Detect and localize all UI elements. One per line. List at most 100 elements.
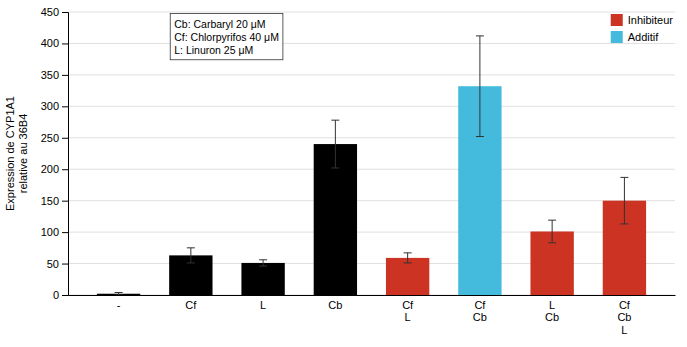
tick-label: 450	[41, 6, 59, 18]
tick: 300	[41, 100, 68, 112]
legend-label: Inhibiteur	[628, 14, 674, 26]
tick-mark	[62, 295, 68, 296]
legend-item: Inhibiteur	[611, 14, 674, 26]
error-bar	[115, 292, 123, 295]
annotation: Cb: Carbaryl 20 μMCf: Chlorpyrifos 40 μM…	[170, 14, 283, 60]
annotation-text: Cb: Carbaryl 20 μMCf: Chlorpyrifos 40 μM…	[174, 18, 279, 56]
error-bar	[548, 220, 556, 243]
grid	[68, 12, 675, 295]
annotation-line: Cf: Chlorpyrifos 40 μM	[174, 31, 279, 43]
tick: 250	[41, 132, 68, 144]
grid-line	[68, 169, 675, 170]
tick: 50	[47, 258, 68, 270]
axis-line	[69, 295, 676, 296]
y-axis-title: Expression de CYP1A1relative au 36B4	[4, 96, 29, 211]
annotation-line: L: Linuron 25 μM	[174, 44, 253, 56]
grid-line	[68, 200, 675, 201]
tick-label-line: Cf	[619, 299, 631, 311]
tick-label: CfL	[402, 299, 414, 324]
tick-mark	[62, 169, 68, 170]
tick-mark	[62, 201, 68, 202]
tick-label-line: Cb	[617, 311, 631, 323]
legend-swatch	[611, 31, 623, 43]
tick-label: L	[260, 299, 266, 311]
tick-label: 150	[41, 195, 59, 207]
tick-label: -	[117, 299, 121, 311]
tick-label-line: L	[549, 299, 555, 311]
grid-line	[68, 106, 675, 107]
y-axis-title-line: Expression de CYP1A1	[4, 96, 16, 211]
tick-mark	[62, 232, 68, 233]
tick-label: 300	[41, 100, 59, 112]
tick-mark	[62, 264, 68, 265]
axis-line	[62, 13, 69, 296]
annotation-line: Cb: Carbaryl 20 μM	[174, 18, 265, 30]
tick: 100	[41, 226, 68, 238]
grid-line	[68, 137, 675, 138]
y-axis: 0 50 100 150 200 250 300 350 400 450	[41, 6, 69, 301]
error-bar	[476, 36, 484, 137]
tick-label: 400	[41, 37, 59, 49]
grid-line	[68, 12, 675, 13]
tick-label-line: Cf	[474, 299, 486, 311]
tick-label: CfCb	[473, 299, 487, 324]
tick-label: LCb	[545, 299, 559, 324]
error-bar	[404, 253, 412, 263]
tick-label-line: Cb	[545, 311, 559, 323]
tick-label-line: L	[405, 311, 411, 323]
chart: 050100150200250300350400450-CfLCbCfLCfCb…	[0, 0, 687, 347]
grid-line	[68, 263, 675, 264]
error-bar	[331, 120, 339, 168]
tick: Cb	[328, 295, 342, 311]
tick-mark	[62, 12, 68, 13]
tick: 200	[41, 163, 68, 175]
tick: 150	[41, 195, 68, 207]
error-bar	[620, 177, 628, 224]
annotation-box	[170, 14, 283, 60]
tick-label: CfCbL	[617, 299, 631, 336]
tick-label-line: L	[621, 324, 627, 336]
grid-line	[68, 43, 675, 44]
tick-label: 200	[41, 163, 59, 175]
bar	[241, 263, 284, 295]
tick: 400	[41, 37, 68, 49]
marks	[97, 36, 646, 295]
tick: L	[260, 295, 266, 311]
tick: CfCbL	[617, 295, 631, 336]
legend-swatch	[611, 14, 623, 26]
tick: 0	[53, 289, 68, 301]
tick: CfCb	[473, 295, 487, 323]
tick: Cf	[185, 295, 197, 311]
grid-line	[68, 74, 675, 75]
tick-label: 100	[41, 226, 59, 238]
tick: 350	[41, 69, 68, 81]
tick-label: 250	[41, 132, 59, 144]
tick-label-line: Cf	[402, 299, 414, 311]
grid-line	[68, 295, 675, 296]
tick: LCb	[545, 295, 559, 323]
tick: CfL	[402, 295, 414, 323]
tick-label-line: Cf	[185, 299, 197, 311]
tick-label-line: L	[260, 299, 266, 311]
tick-label-line: Cb	[473, 311, 487, 323]
tick-label-line: -	[117, 299, 121, 311]
tick-label-line: Cb	[328, 299, 342, 311]
error-bar	[187, 248, 195, 263]
tick-mark	[62, 43, 68, 44]
grid-line	[68, 232, 675, 233]
bar	[386, 258, 429, 295]
tick-mark	[62, 138, 68, 139]
tick-mark	[62, 75, 68, 76]
plot: 050100150200250300350400450-CfLCbCfLCfCb…	[4, 6, 676, 336]
tick-mark	[62, 106, 68, 107]
tick: -	[117, 295, 121, 311]
tick-label: 350	[41, 69, 59, 81]
error-bar	[259, 260, 267, 266]
tick-label: 50	[47, 258, 59, 270]
tick-label: Cb	[328, 299, 342, 311]
legend-item: Additif	[611, 31, 660, 43]
tick-label: 0	[53, 289, 59, 301]
x-axis: -CfLCbCfLCfCbLCbCfCbL	[69, 295, 676, 336]
legend: Inhibiteur Additif	[611, 14, 674, 43]
tick: 450	[41, 6, 68, 18]
